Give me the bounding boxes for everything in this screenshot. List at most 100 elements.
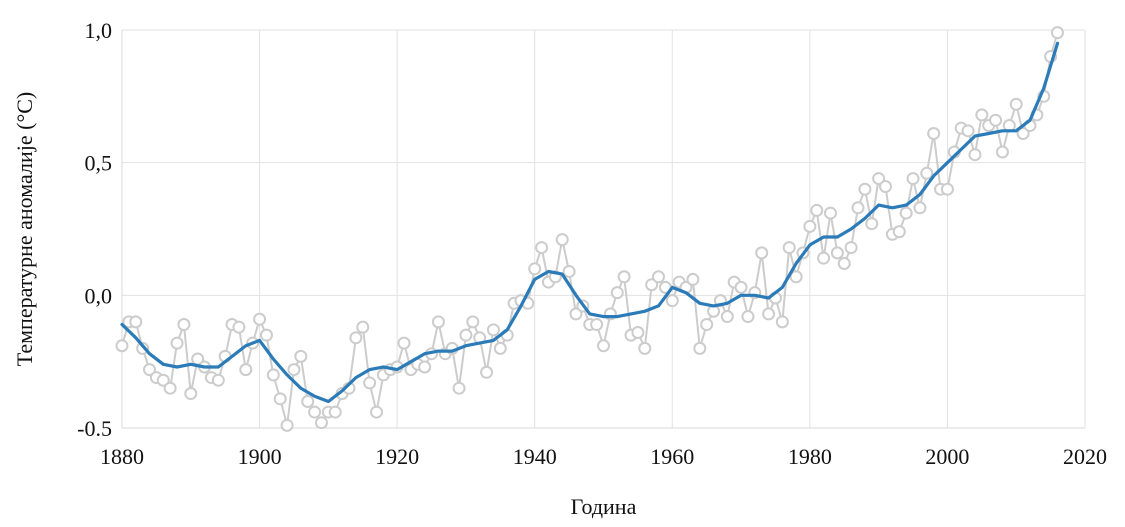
annual-point — [995, 145, 1009, 159]
x-tick-label: 1980 — [788, 444, 832, 469]
annual-point — [253, 312, 267, 326]
annual-point — [143, 363, 157, 377]
annual-point — [569, 307, 583, 321]
annual-point — [686, 272, 700, 286]
annual-point — [879, 180, 893, 194]
annual-point — [287, 363, 301, 377]
annual-point — [892, 225, 906, 239]
annual-point — [617, 270, 631, 284]
annual-point — [610, 286, 624, 300]
annual-point — [775, 315, 789, 329]
annual-point — [115, 339, 129, 353]
annual-point — [129, 315, 143, 329]
annual-point — [968, 148, 982, 162]
annual-point — [363, 376, 377, 390]
annual-point — [652, 270, 666, 284]
annual-point — [555, 233, 569, 247]
annual-point — [844, 241, 858, 255]
annual-point — [989, 113, 1003, 127]
annual-point — [370, 405, 384, 419]
x-tick-label: 1920 — [375, 444, 419, 469]
annual-point — [266, 368, 280, 382]
x-tick-label: 1940 — [513, 444, 557, 469]
annual-point — [486, 323, 500, 337]
annual-point — [1009, 97, 1023, 111]
annual-point — [280, 418, 294, 432]
annual-point — [431, 315, 445, 329]
annual-point — [920, 166, 934, 180]
x-axis-title: Година — [571, 494, 637, 519]
annual-point — [865, 217, 879, 231]
grid — [121, 29, 1086, 429]
annual-point — [294, 349, 308, 363]
tick-labels: 1880 1900 1920 1940 1960 1980 2000 2020 1,0 0,5 0,… — [77, 18, 1107, 469]
annual-point — [239, 363, 253, 377]
annual-point — [823, 206, 837, 220]
annual-point — [906, 172, 920, 186]
annual-point — [177, 318, 191, 332]
annual-point — [789, 270, 803, 284]
annual-point — [927, 126, 941, 140]
annual-point — [810, 203, 824, 217]
y-axis-title: Температурне аномалије (°C) — [12, 92, 37, 366]
annual-point — [899, 206, 913, 220]
y-tick-label: 0,5 — [85, 151, 113, 176]
x-tick-label: 2000 — [925, 444, 969, 469]
annual-point — [328, 405, 342, 419]
annual-point — [480, 365, 494, 379]
annual-point — [720, 310, 734, 324]
annual-point — [975, 108, 989, 122]
x-tick-label: 2020 — [1063, 444, 1107, 469]
annual-point — [156, 373, 170, 387]
annual-point — [163, 381, 177, 395]
annual-point — [940, 182, 954, 196]
annual-point — [803, 219, 817, 233]
annual-point — [693, 341, 707, 355]
annual-point — [459, 328, 473, 342]
annual-point — [631, 325, 645, 339]
annual-point — [851, 201, 865, 215]
annual-point — [830, 246, 844, 260]
annual-point — [1016, 126, 1030, 140]
annual-series-line — [121, 32, 1059, 426]
annual-point — [741, 310, 755, 324]
x-tick-label: 1960 — [650, 444, 694, 469]
annual-point — [700, 318, 714, 332]
annual-point — [597, 339, 610, 353]
annual-point — [308, 405, 322, 419]
annual-point — [872, 172, 886, 186]
x-tick-label: 1900 — [238, 444, 282, 469]
x-tick-label: 1880 — [100, 444, 144, 469]
annual-point — [665, 294, 679, 308]
annual-point — [734, 280, 748, 294]
annual-point — [170, 336, 184, 350]
y-tick-label: -0.5 — [77, 416, 112, 441]
smoothed-series-line — [120, 41, 1060, 404]
annual-point — [762, 307, 776, 321]
axes — [121, 30, 1085, 429]
annual-point — [528, 262, 542, 276]
annual-point — [858, 182, 872, 196]
annual-point — [184, 387, 198, 401]
annual-point — [961, 124, 975, 138]
annual-point — [535, 241, 549, 255]
annual-point — [273, 392, 287, 406]
annual-point — [452, 381, 466, 395]
annual-point — [645, 278, 659, 292]
annual-point — [913, 201, 927, 215]
annual-point — [755, 246, 769, 260]
annual-series — [115, 26, 1064, 432]
annual-point — [259, 328, 273, 342]
annual-point — [638, 341, 652, 355]
annual-point — [782, 241, 796, 255]
smoothed-series — [120, 41, 1060, 404]
annual-point — [211, 373, 225, 387]
annual-point — [349, 331, 363, 345]
annual-point — [466, 315, 480, 329]
annual-point — [562, 264, 576, 278]
y-tick-label: 0,0 — [85, 283, 113, 308]
annual-point — [590, 318, 604, 332]
annual-point — [493, 341, 507, 355]
y-tick-label: 1,0 — [85, 18, 113, 43]
